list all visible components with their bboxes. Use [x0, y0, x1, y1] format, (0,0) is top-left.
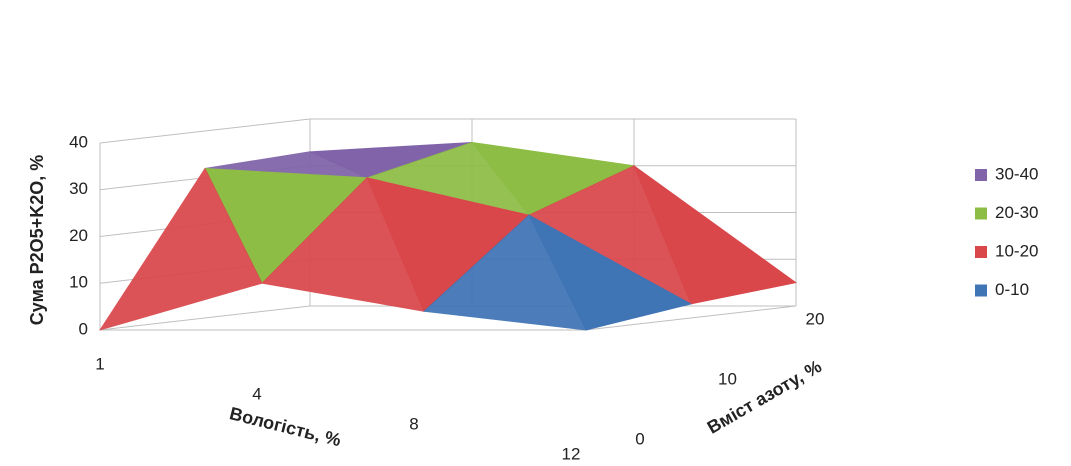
legend-swatch [975, 169, 987, 181]
y-axis-title: Вміст азоту, % [704, 356, 825, 438]
z-tick-label: 10 [69, 273, 88, 292]
y-tick-label: 10 [718, 369, 737, 388]
x-axis-title: Вологість, % [228, 403, 344, 450]
legend-label: 20-30 [995, 203, 1038, 222]
surface-facet [261, 177, 425, 312]
y-tick-label: 20 [806, 309, 825, 328]
z-axis-title: Сума P2O5+K2O, % [27, 155, 47, 325]
legend-label: 30-40 [995, 164, 1038, 183]
z-tick-label: 20 [69, 226, 88, 245]
x-tick-label: 8 [409, 414, 418, 433]
x-tick-label: 4 [252, 384, 261, 403]
x-tick-label: 12 [562, 444, 581, 463]
z-tick-label: 0 [79, 319, 88, 338]
surface-facet [423, 214, 587, 331]
legend-swatch [975, 246, 987, 258]
y-tick-label: 0 [635, 429, 644, 448]
z-tick-label: 30 [69, 179, 88, 198]
z-tick-label: 40 [69, 132, 88, 151]
grid-line [99, 118, 796, 144]
legend-swatch [975, 284, 987, 297]
surface-facet [99, 167, 263, 331]
x-tick-label: 1 [95, 354, 104, 373]
legend-label: 10-20 [995, 241, 1038, 260]
legend-swatch [975, 207, 987, 220]
legend-label: 0-10 [995, 280, 1029, 299]
